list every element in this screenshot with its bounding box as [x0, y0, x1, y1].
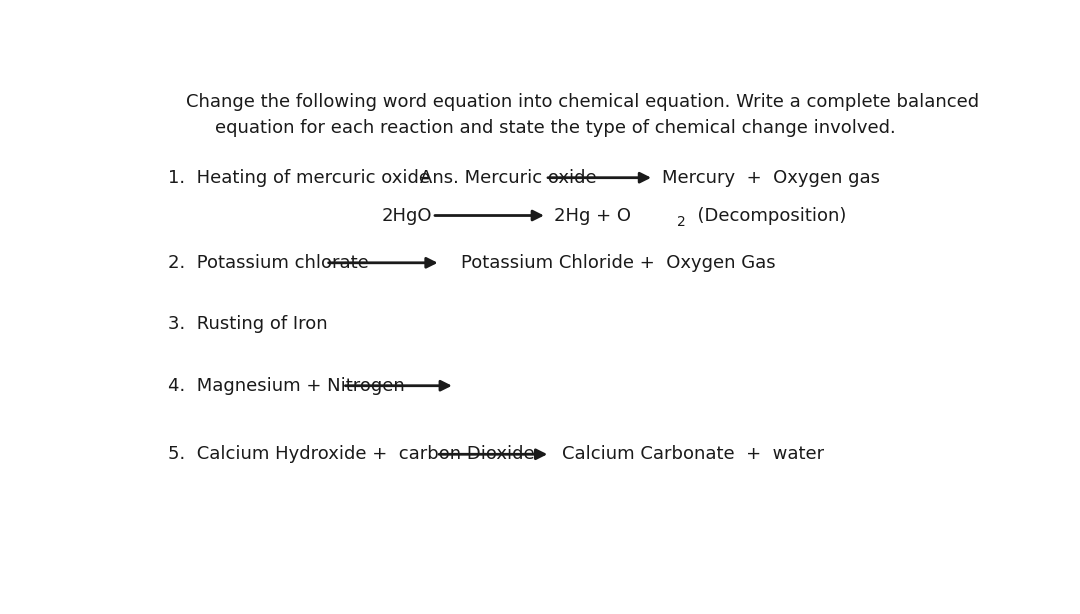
Text: 4.  Magnesium + Nitrogen: 4. Magnesium + Nitrogen — [168, 377, 405, 395]
Text: equation for each reaction and state the type of chemical change involved.: equation for each reaction and state the… — [215, 119, 895, 136]
Text: Potassium Chloride +  Oxygen Gas: Potassium Chloride + Oxygen Gas — [461, 254, 777, 272]
Text: Change the following word equation into chemical equation. Write a complete bala: Change the following word equation into … — [186, 93, 980, 111]
Text: Ans. Mercuric oxide: Ans. Mercuric oxide — [420, 169, 596, 187]
Text: (Decomposition): (Decomposition) — [686, 206, 846, 225]
Text: 5.  Calcium Hydroxide +  carbon Dioxide: 5. Calcium Hydroxide + carbon Dioxide — [168, 445, 535, 464]
Text: 2: 2 — [677, 215, 686, 229]
Text: 1.  Heating of mercuric oxide: 1. Heating of mercuric oxide — [168, 169, 431, 187]
Text: Calcium Carbonate  +  water: Calcium Carbonate + water — [562, 445, 824, 464]
Text: Mercury  +  Oxygen gas: Mercury + Oxygen gas — [662, 169, 880, 187]
Text: 2HgO: 2HgO — [382, 206, 432, 225]
Text: 3.  Rusting of Iron: 3. Rusting of Iron — [168, 315, 328, 333]
Text: 2.  Potassium chlorate: 2. Potassium chlorate — [168, 254, 369, 272]
Text: 2Hg + O: 2Hg + O — [554, 206, 631, 225]
